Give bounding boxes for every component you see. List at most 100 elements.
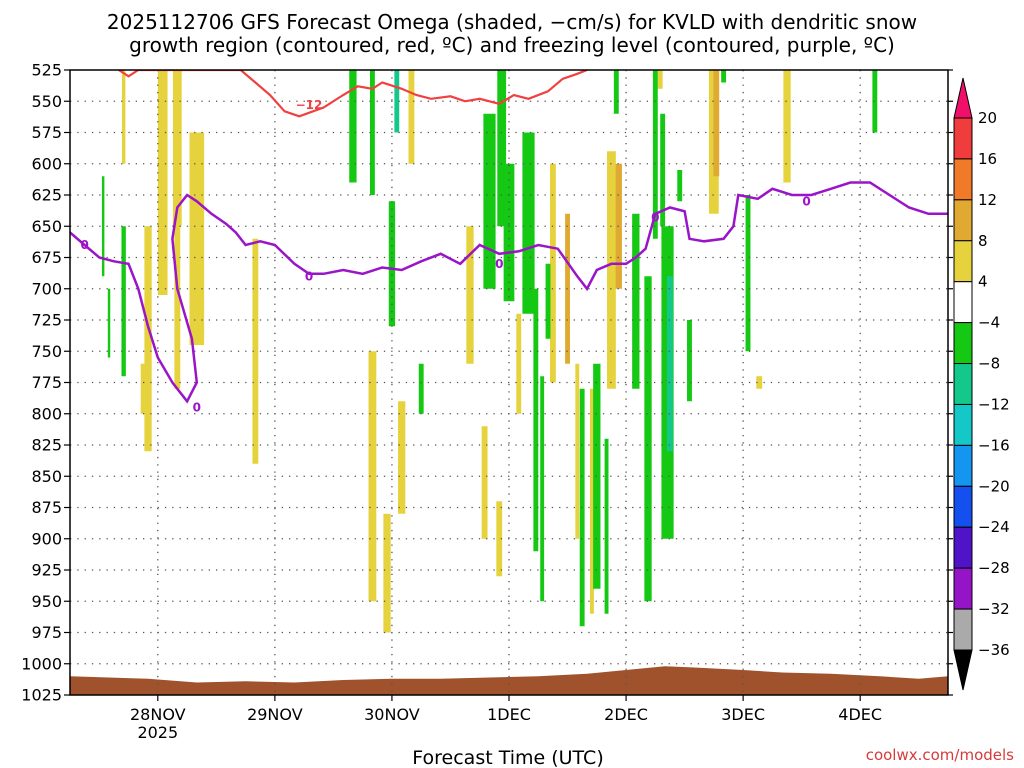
omega-cell-3: [189, 132, 205, 345]
colorbar-top-triangle: [953, 77, 973, 119]
colorbar-label-0: 20: [978, 109, 997, 127]
omega-cell-22: [657, 70, 663, 89]
omega-cell-2: [172, 70, 182, 227]
colorbar-box-10: [953, 526, 973, 569]
colorbar-label-2: 12: [978, 191, 997, 209]
omega-cell-51: [721, 70, 727, 83]
omega-cell-35: [497, 70, 507, 227]
y-tick-label-800: 800: [31, 404, 62, 423]
credit-link[interactable]: coolwx.com/models: [866, 746, 1014, 764]
y-tick-label-775: 775: [31, 373, 62, 392]
omega-cell-43: [604, 438, 609, 614]
y-tick-label-950: 950: [31, 592, 62, 611]
omega-cell-44: [613, 70, 619, 114]
chart-title-line-2: growth region (contoured, red, ºC) and f…: [129, 33, 895, 57]
omega-cell-7: [252, 238, 259, 464]
colorbar-box-8: [953, 444, 973, 487]
omega-cell-18: [589, 388, 594, 614]
omega-cell-16: [549, 163, 556, 383]
x-tick-label-1: 29NOV: [247, 705, 303, 724]
freezing-level-contour: [70, 181, 948, 404]
colorbar-box-5: [953, 322, 973, 365]
omega-cell-47: [652, 70, 658, 239]
omega-cell-34: [483, 113, 496, 289]
omega-cell-10: [398, 401, 406, 514]
omega-cell-38: [533, 288, 539, 552]
chart-title-line-1: 2025112706 GFS Forecast Omega (shaded, −…: [107, 10, 917, 34]
colorbar-box-3: [953, 240, 973, 283]
omega-cell-0: [121, 70, 126, 164]
omega-cell-53: [872, 70, 878, 133]
colorbar-label-8: −16: [978, 436, 1010, 454]
y-tick-label-900: 900: [31, 529, 62, 548]
omega-cell-46: [644, 276, 652, 602]
y-tick-label-975: 975: [31, 623, 62, 642]
omega-cell-54: [677, 170, 683, 202]
y-tick-label-700: 700: [31, 279, 62, 298]
omega-cell-32: [388, 201, 396, 327]
freezing-contour-label-0: 0: [80, 238, 88, 252]
y-tick-label-825: 825: [31, 436, 62, 455]
x-axis-label: Forecast Time (UTC): [412, 747, 603, 768]
omega-cell-36: [503, 163, 515, 302]
freezing-contour-label-1: 0: [193, 401, 201, 415]
omega-cell-15: [516, 313, 522, 414]
y-tick-label-1025: 1025: [21, 686, 62, 705]
y-tick-label-650: 650: [31, 217, 62, 236]
y-tick-label-925: 925: [31, 561, 62, 580]
omega-cell-28: [107, 288, 111, 358]
y-axis-ticks: 525 550 575 600 625 650 675 700 725 750 775 800 825 8…: [21, 61, 953, 705]
colorbar-box-0: [953, 117, 973, 160]
omega-cell-55: [660, 113, 666, 227]
x-tick-sublabel-0: 2025: [137, 723, 178, 742]
y-tick-label-850: 850: [31, 467, 62, 486]
omega-shading: [101, 70, 878, 633]
y-tick-label-625: 625: [31, 186, 62, 205]
omega-cell-49: [667, 276, 673, 452]
colorbar-box-2: [953, 199, 973, 242]
omega-cell-39: [540, 376, 545, 602]
omega-cell-37: [522, 132, 535, 314]
omega-cell-24: [713, 70, 720, 177]
freezing-contour-label-5: 0: [802, 194, 810, 208]
colorbar-label-9: −20: [978, 477, 1010, 495]
colorbar-label-1: 16: [978, 150, 997, 168]
colorbar-label-6: −8: [978, 355, 1000, 373]
omega-cell-4: [174, 213, 181, 389]
y-tick-label-750: 750: [31, 342, 62, 361]
dendritic-growth-contour: [118, 70, 588, 118]
omega-cell-33: [418, 363, 424, 414]
colorbar-label-13: −36: [978, 641, 1010, 659]
colorbar: 20 16 12 8 4 −4 −8 −12 −16 −20 −24 −28 −32 −36: [953, 77, 1010, 691]
colorbar-box-1: [953, 158, 973, 201]
colorbar-box-7: [953, 403, 973, 446]
colorbar-label-7: −12: [978, 395, 1010, 413]
omega-cell-29: [121, 226, 126, 377]
y-tick-label-675: 675: [31, 248, 62, 267]
omega-cell-9: [383, 513, 391, 633]
omega-cell-52: [745, 195, 751, 352]
y-tick-label-550: 550: [31, 92, 62, 111]
omega-cell-26: [756, 376, 763, 389]
omega-cell-19: [607, 151, 616, 389]
y-tick-label-725: 725: [31, 311, 62, 330]
omega-cell-8: [368, 351, 377, 602]
colorbar-label-4: 4: [978, 273, 988, 291]
y-tick-label-600: 600: [31, 154, 62, 173]
y-tick-label-1000: 1000: [21, 654, 62, 673]
x-tick-label-6: 4DEC: [838, 705, 882, 724]
x-tick-label-4: 2DEC: [604, 705, 648, 724]
y-tick-label-875: 875: [31, 498, 62, 517]
omega-cell-13: [481, 426, 488, 539]
colorbar-label-12: −32: [978, 600, 1010, 618]
omega-cell-17: [575, 363, 580, 539]
y-tick-label-575: 575: [31, 123, 62, 142]
x-tick-label-5: 3DEC: [721, 705, 765, 724]
omega-cell-30: [349, 70, 357, 183]
omega-cell-25: [783, 70, 791, 183]
freezing-contour-label-4: 0: [651, 211, 659, 225]
omega-cell-12: [466, 226, 474, 364]
x-tick-label-3: 1DEC: [487, 705, 531, 724]
